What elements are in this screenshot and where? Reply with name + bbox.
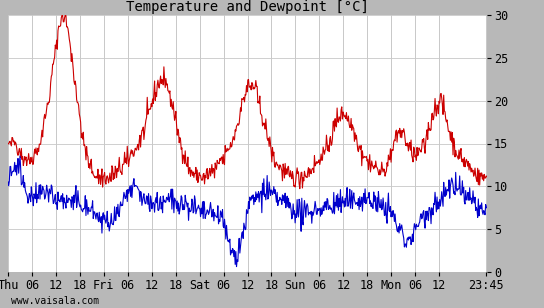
- Text: www.vaisala.com: www.vaisala.com: [11, 297, 99, 306]
- Title: Temperature and Dewpoint [°C]: Temperature and Dewpoint [°C]: [126, 0, 369, 14]
